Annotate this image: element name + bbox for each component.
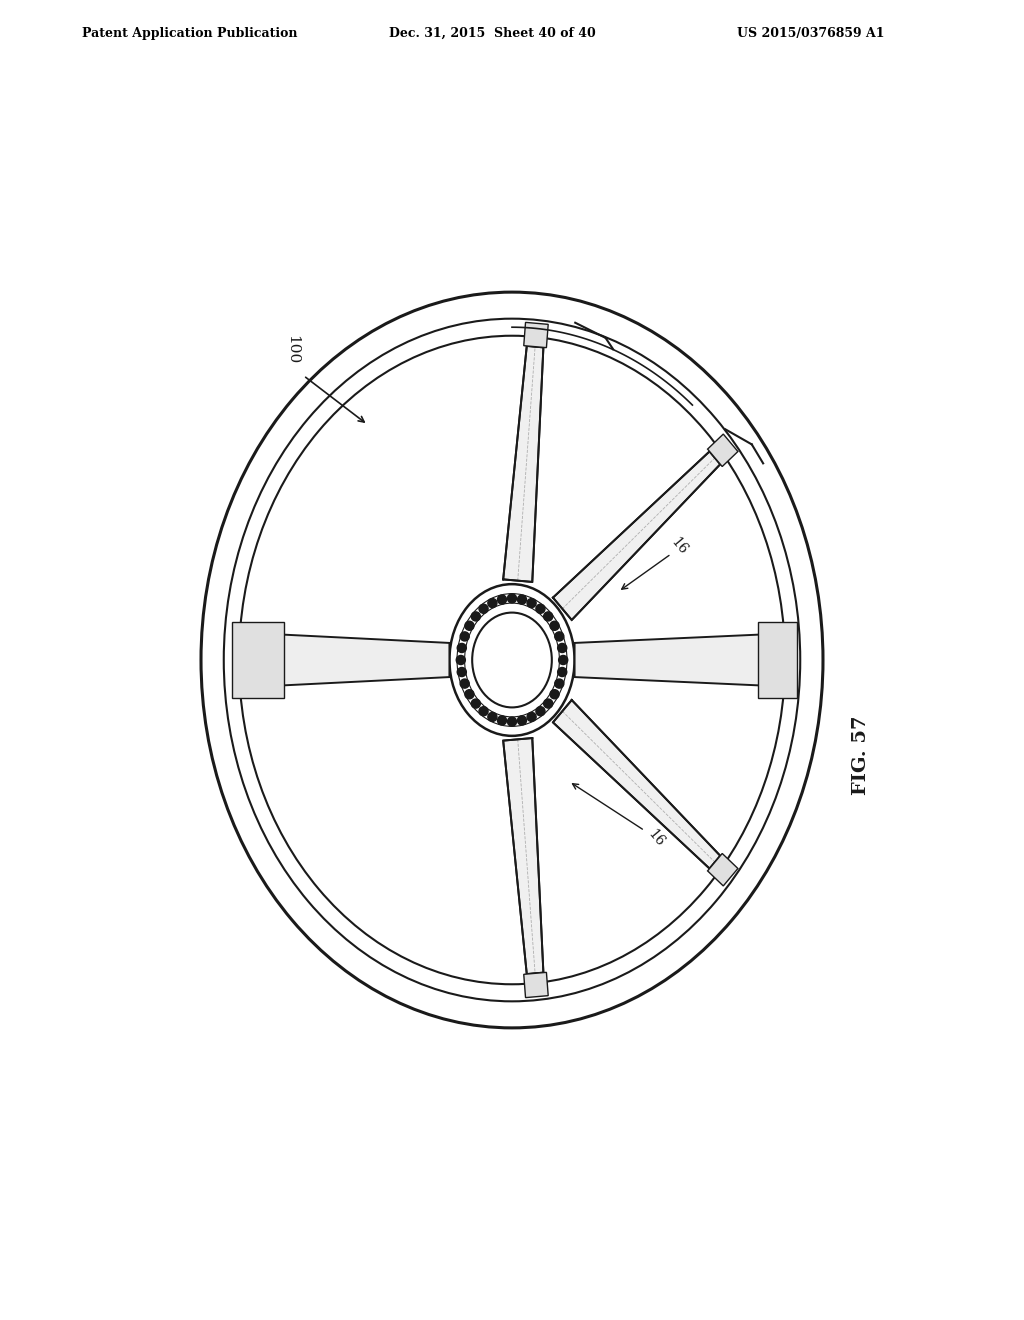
Polygon shape [279, 635, 450, 685]
Circle shape [544, 700, 553, 708]
Circle shape [487, 713, 497, 722]
Text: 100: 100 [285, 335, 299, 364]
Circle shape [508, 594, 516, 603]
Circle shape [555, 678, 564, 688]
Circle shape [498, 715, 507, 725]
Circle shape [559, 656, 567, 664]
Text: FIG. 57: FIG. 57 [852, 715, 870, 795]
Polygon shape [553, 700, 720, 869]
Polygon shape [247, 645, 446, 675]
Circle shape [479, 605, 488, 614]
Polygon shape [553, 451, 720, 620]
Circle shape [517, 595, 526, 605]
Text: Patent Application Publication: Patent Application Publication [82, 26, 297, 40]
Polygon shape [708, 854, 738, 886]
Circle shape [460, 632, 469, 642]
Circle shape [555, 632, 564, 642]
Circle shape [544, 612, 553, 620]
Polygon shape [523, 973, 548, 998]
Text: 16: 16 [668, 535, 690, 557]
Circle shape [457, 656, 465, 664]
Circle shape [517, 715, 526, 725]
Polygon shape [578, 645, 777, 675]
Polygon shape [232, 623, 285, 697]
Text: 16: 16 [645, 828, 668, 850]
Circle shape [498, 595, 507, 605]
Polygon shape [759, 623, 798, 697]
Text: Dec. 31, 2015  Sheet 40 of 40: Dec. 31, 2015 Sheet 40 of 40 [389, 26, 596, 40]
Circle shape [465, 689, 474, 698]
Circle shape [465, 622, 474, 631]
Circle shape [479, 706, 488, 715]
Polygon shape [503, 346, 544, 582]
Circle shape [558, 668, 566, 677]
Circle shape [550, 622, 559, 631]
Circle shape [471, 612, 480, 620]
Circle shape [458, 668, 466, 677]
Text: US 2015/0376859 A1: US 2015/0376859 A1 [737, 26, 885, 40]
Circle shape [460, 678, 469, 688]
Polygon shape [523, 322, 548, 347]
Circle shape [487, 598, 497, 607]
Circle shape [527, 713, 537, 722]
Circle shape [527, 598, 537, 607]
Circle shape [508, 717, 516, 726]
Polygon shape [503, 738, 544, 974]
Polygon shape [708, 434, 738, 466]
Polygon shape [574, 635, 764, 685]
Circle shape [458, 643, 466, 652]
Circle shape [536, 605, 545, 614]
Circle shape [558, 643, 566, 652]
Circle shape [550, 689, 559, 698]
Circle shape [536, 706, 545, 715]
Circle shape [471, 700, 480, 708]
